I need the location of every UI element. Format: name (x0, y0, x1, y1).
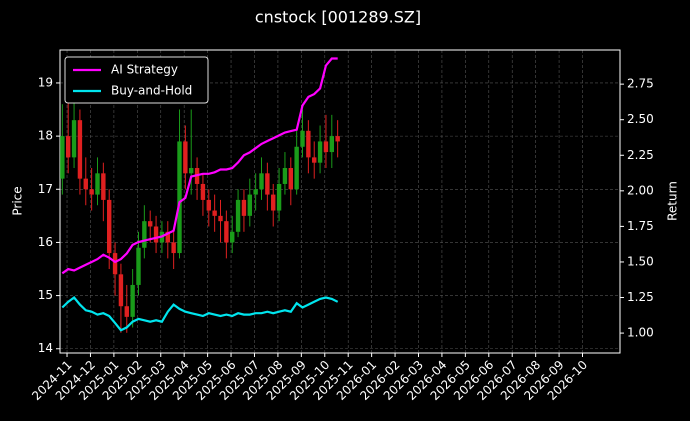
candle-body (335, 136, 340, 142)
y-tick-label: 19 (38, 75, 53, 89)
candle-body (253, 189, 258, 195)
candle-body (101, 173, 106, 200)
y-tick-label: 15 (38, 288, 53, 302)
candle-body (89, 189, 94, 195)
candle-body (153, 226, 159, 243)
candle-body (189, 168, 194, 174)
y2-tick-label: 2.75 (627, 77, 654, 91)
candle-body (95, 173, 100, 195)
candle-body (294, 146, 299, 190)
y2-tick-label: 2.50 (627, 112, 654, 126)
candle-body (323, 141, 329, 153)
candle-body (317, 141, 323, 163)
candle-body (306, 130, 311, 158)
candle-body (118, 274, 124, 307)
candle-body (224, 221, 229, 243)
candle-body (276, 183, 282, 211)
y-tick-label: 17 (38, 182, 53, 196)
candle-body (130, 284, 135, 317)
candle-body (259, 173, 264, 190)
candle-body (235, 199, 241, 232)
candle-body (218, 215, 223, 222)
y-tick-label: 14 (38, 341, 53, 355)
candle-body (77, 120, 83, 179)
candle-body (329, 136, 334, 153)
candle-body (171, 242, 176, 254)
y2-tick-label: 1.00 (627, 326, 654, 340)
candle-body (271, 194, 276, 211)
candle-body (71, 120, 77, 158)
plot-frame (59, 49, 621, 354)
candle-body (265, 173, 270, 195)
candle-body (136, 247, 141, 285)
y-tick-label: 18 (38, 129, 53, 143)
candle-body (282, 168, 288, 184)
candle-body (312, 157, 317, 163)
y2-tick-label: 1.50 (627, 254, 654, 268)
legend-label: AI Strategy (111, 63, 178, 77)
candle-body (83, 178, 88, 190)
candle-body (206, 199, 211, 211)
candle-body (183, 141, 188, 174)
candle-body (177, 141, 182, 254)
legend-label: Buy-and-Hold (111, 84, 192, 98)
candle-body (165, 231, 170, 243)
candle-body (107, 199, 112, 254)
candle-body (112, 253, 118, 275)
candle-body (212, 210, 217, 216)
candle-body (60, 136, 65, 179)
candle-body (124, 306, 129, 317)
candle-body (247, 194, 252, 216)
y2-tick-label: 1.25 (627, 290, 654, 304)
candle-body (148, 221, 153, 227)
y-tick-label: 16 (38, 235, 53, 249)
candle-body (230, 231, 235, 243)
chart-title: cnstock [001289.SZ] (255, 8, 421, 27)
y2-tick-label: 2.00 (627, 183, 654, 197)
y2-tick-label: 1.75 (627, 219, 654, 233)
candle-body (300, 130, 305, 147)
y2-tick-label: 2.25 (627, 148, 654, 162)
candle-body (66, 136, 71, 158)
candle-body (288, 168, 293, 190)
y-axis-label: Price (11, 186, 25, 215)
candle-body (200, 183, 206, 200)
line (61, 57, 338, 275)
candle-body (142, 221, 147, 248)
y2-axis-label: Return (666, 181, 680, 221)
line (61, 295, 339, 332)
candle-body (241, 199, 247, 216)
